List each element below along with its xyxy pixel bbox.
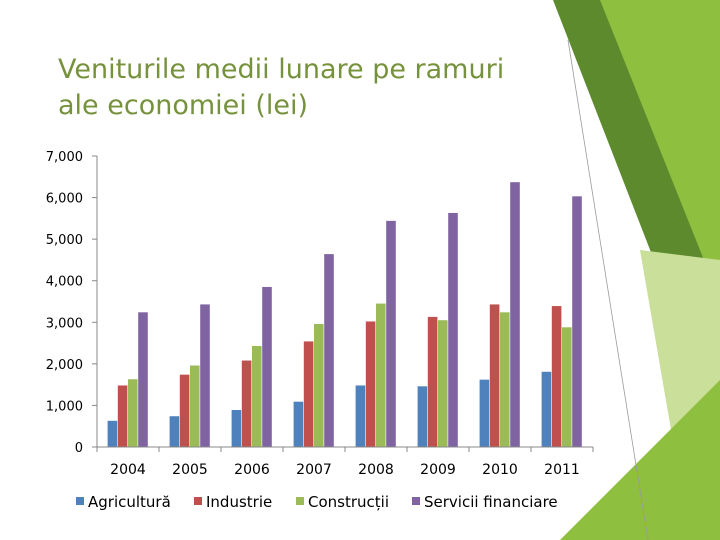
bar-Industrie-2005	[179, 374, 190, 447]
bar-Servicii financiare-2008	[386, 220, 396, 447]
x-tick-label: 2010	[482, 462, 518, 478]
x-tick-label: 2011	[544, 462, 580, 478]
y-tick-label: 7,000	[46, 150, 83, 165]
bar-Construcții-2005	[190, 365, 200, 447]
y-axis: 0 1,000 2,000 3,000 4,000 5,000 6,000 7,000	[46, 150, 97, 456]
bar-Agricultură-2011	[541, 371, 552, 447]
legend-label: Construcții	[308, 493, 389, 511]
y-tick-label: 2,000	[46, 358, 83, 373]
bar-Agricultură-2009	[417, 386, 428, 447]
bar-Construcții-2008	[376, 303, 386, 447]
legend: Agricultură Industrie Construcții Servicii …	[76, 493, 558, 511]
bar-Agricultură-2010	[479, 379, 490, 447]
x-axis: 2004 2005 2006 2007 2008 2009 2010 2011	[96, 447, 594, 478]
bar-Servicii financiare-2004	[138, 312, 148, 447]
bar-Industrie-2009	[427, 316, 438, 447]
bar-Agricultură-2004	[107, 420, 118, 447]
legend-swatch	[412, 497, 420, 505]
y-tick-label: 5,000	[46, 233, 83, 248]
legend-label: Servicii financiare	[424, 493, 558, 511]
bar-Agricultură-2007	[293, 401, 304, 447]
bars-group	[107, 182, 582, 447]
bar-Agricultură-2005	[169, 416, 180, 447]
bar-Construcții-2010	[500, 312, 510, 447]
x-tick-label: 2009	[420, 462, 456, 478]
bar-Servicii financiare-2010	[510, 182, 520, 447]
legend-label: Industrie	[206, 493, 272, 511]
deco-line	[567, 39, 649, 540]
bar-Construcții-2004	[128, 379, 138, 447]
x-tick-label: 2006	[234, 462, 270, 478]
bar-Construcții-2007	[314, 323, 324, 447]
bar-Industrie-2007	[303, 341, 314, 447]
bar-Industrie-2011	[551, 306, 562, 447]
legend-swatch	[76, 497, 84, 505]
bar-Construcții-2006	[252, 345, 262, 447]
bar-Industrie-2010	[489, 304, 500, 447]
deco-triangle-light	[600, 0, 720, 300]
legend-swatch	[296, 497, 304, 505]
y-tick-label: 4,000	[46, 275, 83, 290]
bar-Servicii financiare-2006	[262, 286, 272, 447]
bar-Servicii financiare-2011	[572, 196, 582, 447]
x-tick-label: 2008	[358, 462, 394, 478]
bar-Servicii financiare-2009	[448, 212, 458, 447]
y-tick-label: 6,000	[46, 192, 83, 207]
x-tick-label: 2004	[110, 462, 146, 478]
bar-Servicii financiare-2007	[324, 254, 334, 447]
y-tick-label: 0	[75, 441, 83, 456]
bar-Industrie-2004	[117, 385, 128, 447]
deco-triangle-bottom	[560, 380, 720, 540]
bar-Agricultură-2008	[355, 385, 366, 447]
bar-Industrie-2008	[365, 321, 376, 447]
bar-Industrie-2006	[241, 360, 252, 447]
legend-label: Agricultură	[88, 493, 171, 511]
bar-Construcții-2011	[562, 327, 572, 447]
x-tick-label: 2005	[172, 462, 208, 478]
y-tick-label: 3,000	[46, 316, 83, 331]
bar-Servicii financiare-2005	[200, 304, 210, 447]
y-tick-label: 1,000	[46, 399, 83, 414]
bar-Agricultură-2006	[231, 410, 242, 447]
legend-swatch	[194, 497, 202, 505]
slide-title: Veniturile medii lunare pe ramuri ale ec…	[58, 54, 505, 121]
bar-Construcții-2009	[438, 320, 448, 447]
x-tick-label: 2007	[296, 462, 332, 478]
